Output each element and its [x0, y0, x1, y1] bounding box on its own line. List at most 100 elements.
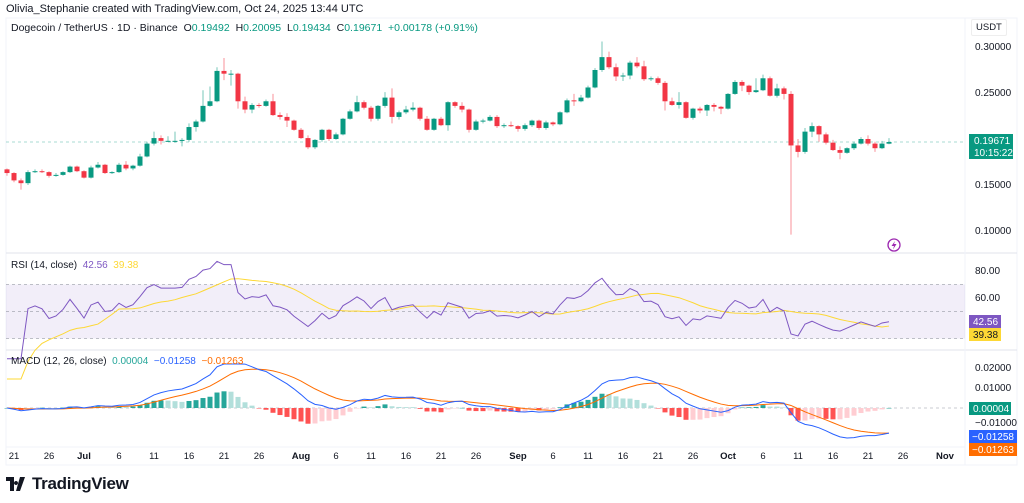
macd-histogram-bar	[172, 401, 178, 408]
candle-body	[186, 127, 192, 140]
macd-histogram-bar	[221, 391, 227, 408]
rsi-legend-ma: 39.38	[113, 260, 139, 271]
candle-body	[788, 93, 794, 146]
currency-button[interactable]: USDT	[971, 19, 1007, 36]
macd-title: MACD (12, 26, close)	[11, 356, 107, 367]
candle-body	[879, 143, 885, 149]
brand-name: TradingView	[32, 474, 129, 493]
macd-histogram-bar	[151, 400, 157, 408]
candle-body	[340, 118, 346, 135]
price-axis[interactable]: 0.30000 0.25000 0.15000 0.10000 0.19671 …	[969, 42, 1013, 237]
time-tick: 21	[9, 451, 20, 462]
macd-histogram-bar	[613, 396, 619, 408]
candle-body	[417, 107, 423, 119]
macd-histogram-bar	[494, 408, 500, 412]
candle-body	[816, 126, 822, 135]
macd-histogram-bar	[242, 402, 248, 408]
candle-body	[67, 166, 73, 173]
price-tick: 0.10000	[975, 226, 1012, 237]
candle-body	[795, 145, 801, 152]
macd-histogram-bar	[438, 408, 444, 413]
rsi-axis[interactable]: 80.00 60.00 42.56 39.38	[969, 266, 1001, 341]
macd-histogram-bar	[795, 408, 801, 421]
candle-body	[809, 126, 815, 132]
time-tick: 11	[366, 451, 376, 462]
candle-body	[11, 173, 17, 181]
macd-histogram-bar	[284, 408, 290, 417]
macd-legend[interactable]: MACD (12, 26, close) 0.00004 −0.01258 −0…	[11, 356, 243, 367]
macd-histogram-bar	[669, 408, 675, 416]
macd-histogram-bar	[389, 406, 395, 408]
macd-line	[6, 363, 890, 439]
time-tick: 21	[436, 451, 447, 462]
time-tick: 26	[254, 451, 265, 462]
flash-icon[interactable]	[887, 238, 901, 252]
rsi-tick: 80.00	[975, 266, 1000, 277]
candle-body	[305, 138, 311, 148]
macd-axis[interactable]: 0.02000 0.01000 0.00004 −0.01000 −0.0125…	[969, 363, 1017, 456]
macd-hist-tag	[969, 402, 1011, 415]
candle-body	[438, 118, 444, 126]
candle-body	[620, 75, 626, 77]
macd-histogram-bar	[753, 406, 759, 408]
time-tick: 21	[653, 451, 664, 462]
macd-histogram-bar	[277, 408, 283, 416]
candle-body	[424, 118, 430, 130]
high-value: 0.20095	[243, 22, 282, 34]
macd-signal-tag	[969, 443, 1017, 456]
time-tick: 6	[760, 451, 765, 462]
candle-body	[704, 104, 710, 111]
macd-histogram-bar	[816, 408, 822, 419]
candle-body	[515, 126, 521, 129]
macd-histogram-bar	[662, 408, 668, 413]
macd-histogram-bar	[207, 396, 213, 408]
macd-histogram-bar	[403, 407, 409, 408]
macd-histogram-bar	[410, 407, 416, 408]
macd-histogram-bar	[550, 408, 556, 410]
time-tick: 21	[863, 451, 874, 462]
candle-body	[130, 165, 136, 169]
candlestick-series	[4, 41, 892, 235]
candle-body	[508, 125, 514, 127]
macd-histogram-bar	[144, 402, 150, 408]
candle-body	[802, 131, 808, 152]
price-tick: 0.15000	[975, 180, 1012, 191]
candle-body	[725, 93, 731, 109]
macd-histogram-bar	[165, 400, 171, 408]
macd-histogram-bar	[130, 406, 136, 408]
macd-legend-signal: −0.01263	[201, 356, 244, 367]
candle-body	[641, 66, 647, 80]
candle-body	[466, 109, 472, 130]
candle-body	[585, 87, 591, 98]
candle-body	[284, 116, 290, 121]
candle-body	[137, 156, 143, 166]
macd-histogram-bar	[424, 408, 430, 412]
macd-histogram-bar	[459, 407, 465, 409]
macd-histogram-bar	[865, 408, 871, 412]
candle-body	[564, 100, 570, 113]
macd-histogram-bar	[46, 407, 52, 409]
candle-body	[39, 171, 45, 173]
macd-histogram-bar	[739, 407, 745, 409]
macd-histogram-bar	[767, 406, 773, 408]
candle-body	[452, 102, 458, 106]
time-axis[interactable]: 21 26 Jul 6 11 16 21 26 Aug 6 11 16 21 26 Sep 6 11 16 21 26…	[9, 451, 955, 462]
change-value: +0.00178 (+0.91%)	[388, 22, 478, 34]
candle-body	[270, 101, 276, 116]
rsi-legend[interactable]: RSI (14, close) 42.56 39.38	[11, 260, 138, 271]
macd-histogram-bar	[844, 408, 850, 418]
macd-histogram-bar	[25, 408, 31, 409]
candle-body	[655, 78, 661, 83]
bar-countdown: 10:15:22	[974, 148, 1013, 159]
macd-signal-label: −0.01263	[972, 445, 1014, 456]
macd-histogram-bar	[746, 407, 752, 408]
tradingview-logo[interactable]: TradingView	[6, 474, 129, 494]
macd-histogram-bar	[32, 408, 38, 409]
macd-histogram-bar	[263, 408, 269, 410]
symbol-title[interactable]: Dogecoin / TetherUS · 1D · Binance	[11, 22, 178, 34]
macd-histogram-bar	[214, 392, 220, 408]
macd-histogram-bar	[641, 403, 647, 408]
candle-body	[123, 164, 129, 169]
macd-histogram-bar	[823, 408, 829, 419]
